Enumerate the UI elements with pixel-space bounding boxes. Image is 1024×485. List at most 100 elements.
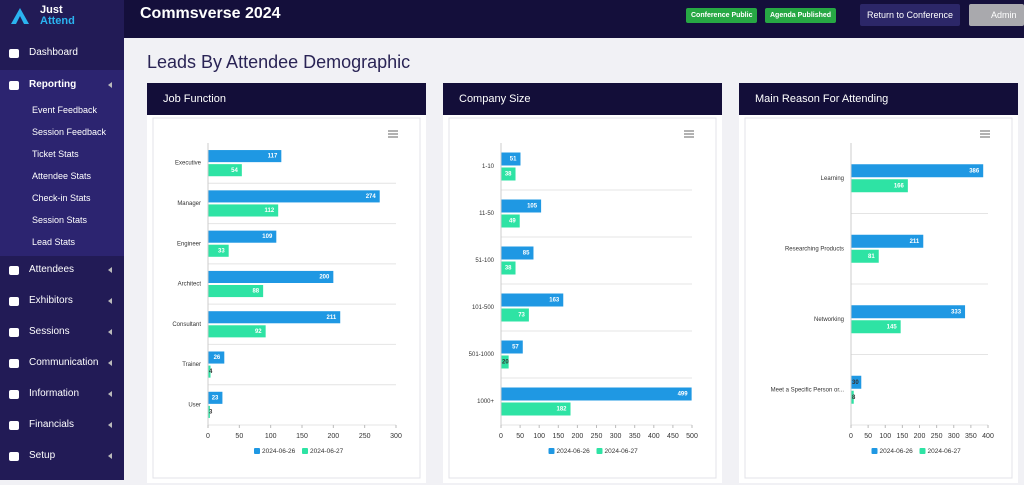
- menu-item[interactable]: Exhibitors: [29, 295, 73, 306]
- legend-swatch: [596, 448, 603, 454]
- bar: [501, 152, 521, 166]
- menu-chevron: [108, 82, 112, 88]
- bar: [851, 179, 908, 193]
- x-tick-label: 250: [931, 433, 943, 440]
- value-label: 49: [509, 219, 516, 225]
- x-tick-label: 50: [516, 433, 524, 440]
- menu-item[interactable]: Attendees: [29, 264, 75, 275]
- value-label: 8: [852, 395, 856, 401]
- submenu-item[interactable]: Event Feedback: [32, 105, 98, 115]
- chart-card: [448, 117, 717, 479]
- menu-item[interactable]: Communication: [29, 357, 99, 368]
- bar: [208, 204, 279, 217]
- category-label: 101-500: [472, 305, 495, 311]
- menu-item[interactable]: Reporting: [29, 79, 77, 90]
- status-badge: Conference Public: [686, 8, 758, 23]
- return-button[interactable]: Return to Conference: [860, 4, 960, 26]
- logo-text: Attend: [40, 15, 75, 27]
- x-tick-label: 100: [533, 433, 545, 440]
- bar: [851, 234, 924, 248]
- submenu-item[interactable]: Session Stats: [32, 215, 88, 225]
- panel-title: Main Reason For Attending: [739, 83, 1018, 115]
- bar: [501, 308, 529, 322]
- category-label: Manager: [177, 201, 201, 207]
- x-tick-label: 150: [552, 433, 564, 440]
- menu-item[interactable]: Sessions: [29, 326, 70, 337]
- value-label: 109: [262, 234, 273, 240]
- value-label: 274: [366, 194, 377, 200]
- category-label: Consultant: [172, 322, 201, 328]
- bar: [851, 249, 879, 263]
- x-tick-label: 300: [390, 433, 402, 440]
- menu-icon: [9, 390, 19, 399]
- chart-panel: Company Size 1-10 51 38 11-50 105 49 51-100 85 38…: [443, 83, 722, 483]
- value-label: 112: [264, 208, 274, 214]
- bar: [208, 230, 277, 243]
- submenu-item[interactable]: Attendee Stats: [32, 171, 92, 181]
- x-tick-label: 0: [849, 433, 853, 440]
- reporting-section: [0, 70, 124, 256]
- value-label: 499: [678, 392, 689, 398]
- bar: [501, 293, 564, 307]
- value-label: 88: [252, 289, 259, 295]
- legend-swatch: [254, 448, 260, 454]
- x-tick-label: 50: [864, 433, 872, 440]
- menu-chevron: [108, 329, 112, 335]
- category-label: 11-50: [479, 211, 495, 217]
- menu-item[interactable]: Setup: [29, 450, 56, 461]
- menu-chevron: [108, 391, 112, 397]
- value-label: 38: [505, 266, 512, 272]
- user-button[interactable]: Admin: [969, 4, 1024, 26]
- value-label: 166: [894, 183, 905, 189]
- value-label: 92: [255, 329, 262, 335]
- bar: [208, 311, 341, 324]
- category-label: Networking: [814, 317, 844, 323]
- category-label: 1-10: [482, 164, 495, 170]
- menu-item[interactable]: Information: [29, 388, 80, 399]
- menu-item[interactable]: Financials: [29, 419, 75, 430]
- category-label: 1000+: [477, 399, 494, 405]
- menu-icon: [9, 359, 19, 368]
- value-label: 200: [319, 275, 330, 281]
- value-label: 105: [527, 204, 538, 210]
- value-label: 333: [951, 309, 962, 315]
- submenu-item[interactable]: Lead Stats: [32, 237, 76, 247]
- value-label: 145: [887, 324, 898, 330]
- value-label: 211: [910, 239, 920, 245]
- chart-card: [744, 117, 1013, 479]
- category-label: Meet a Specific Person or...: [771, 387, 845, 393]
- menu-chevron: [108, 422, 112, 428]
- chart: 1-10 51 38 11-50 105 49 51-100 85 38 101-500 163 73…: [448, 117, 717, 479]
- value-label: 163: [549, 298, 560, 304]
- menu-icon: [9, 49, 19, 58]
- legend-label: 2024-06-27: [928, 448, 962, 455]
- category-label: Architect: [178, 282, 202, 288]
- legend-swatch: [548, 448, 555, 454]
- bar: [501, 340, 523, 354]
- bar: [851, 164, 984, 178]
- category-label: 51-100: [475, 258, 494, 264]
- x-tick-label: 150: [897, 433, 909, 440]
- chart-card: [152, 117, 421, 479]
- chart-panel: Main Reason For Attending Learning 386 166 R…: [739, 83, 1018, 483]
- panel-title: Company Size: [443, 83, 722, 115]
- submenu-item[interactable]: Ticket Stats: [32, 149, 79, 159]
- bar: [851, 320, 901, 334]
- submenu-item[interactable]: Check-in Stats: [32, 193, 91, 203]
- menu-item[interactable]: Dashboard: [29, 47, 78, 58]
- x-tick-label: 400: [982, 433, 994, 440]
- bar: [208, 190, 380, 203]
- value-label: 23: [212, 395, 219, 401]
- value-label: 4: [209, 369, 213, 375]
- legend-label: 2024-06-27: [605, 448, 639, 455]
- x-tick-label: 350: [629, 433, 641, 440]
- x-tick-label: 150: [296, 433, 308, 440]
- chart: Executive11754Manager274112Engineer10933…: [152, 117, 421, 479]
- value-label: 85: [523, 251, 530, 257]
- menu-chevron: [108, 267, 112, 273]
- bar: [501, 167, 516, 181]
- x-tick-label: 50: [235, 433, 243, 440]
- bar: [208, 365, 211, 378]
- submenu-item[interactable]: Session Feedback: [32, 127, 107, 137]
